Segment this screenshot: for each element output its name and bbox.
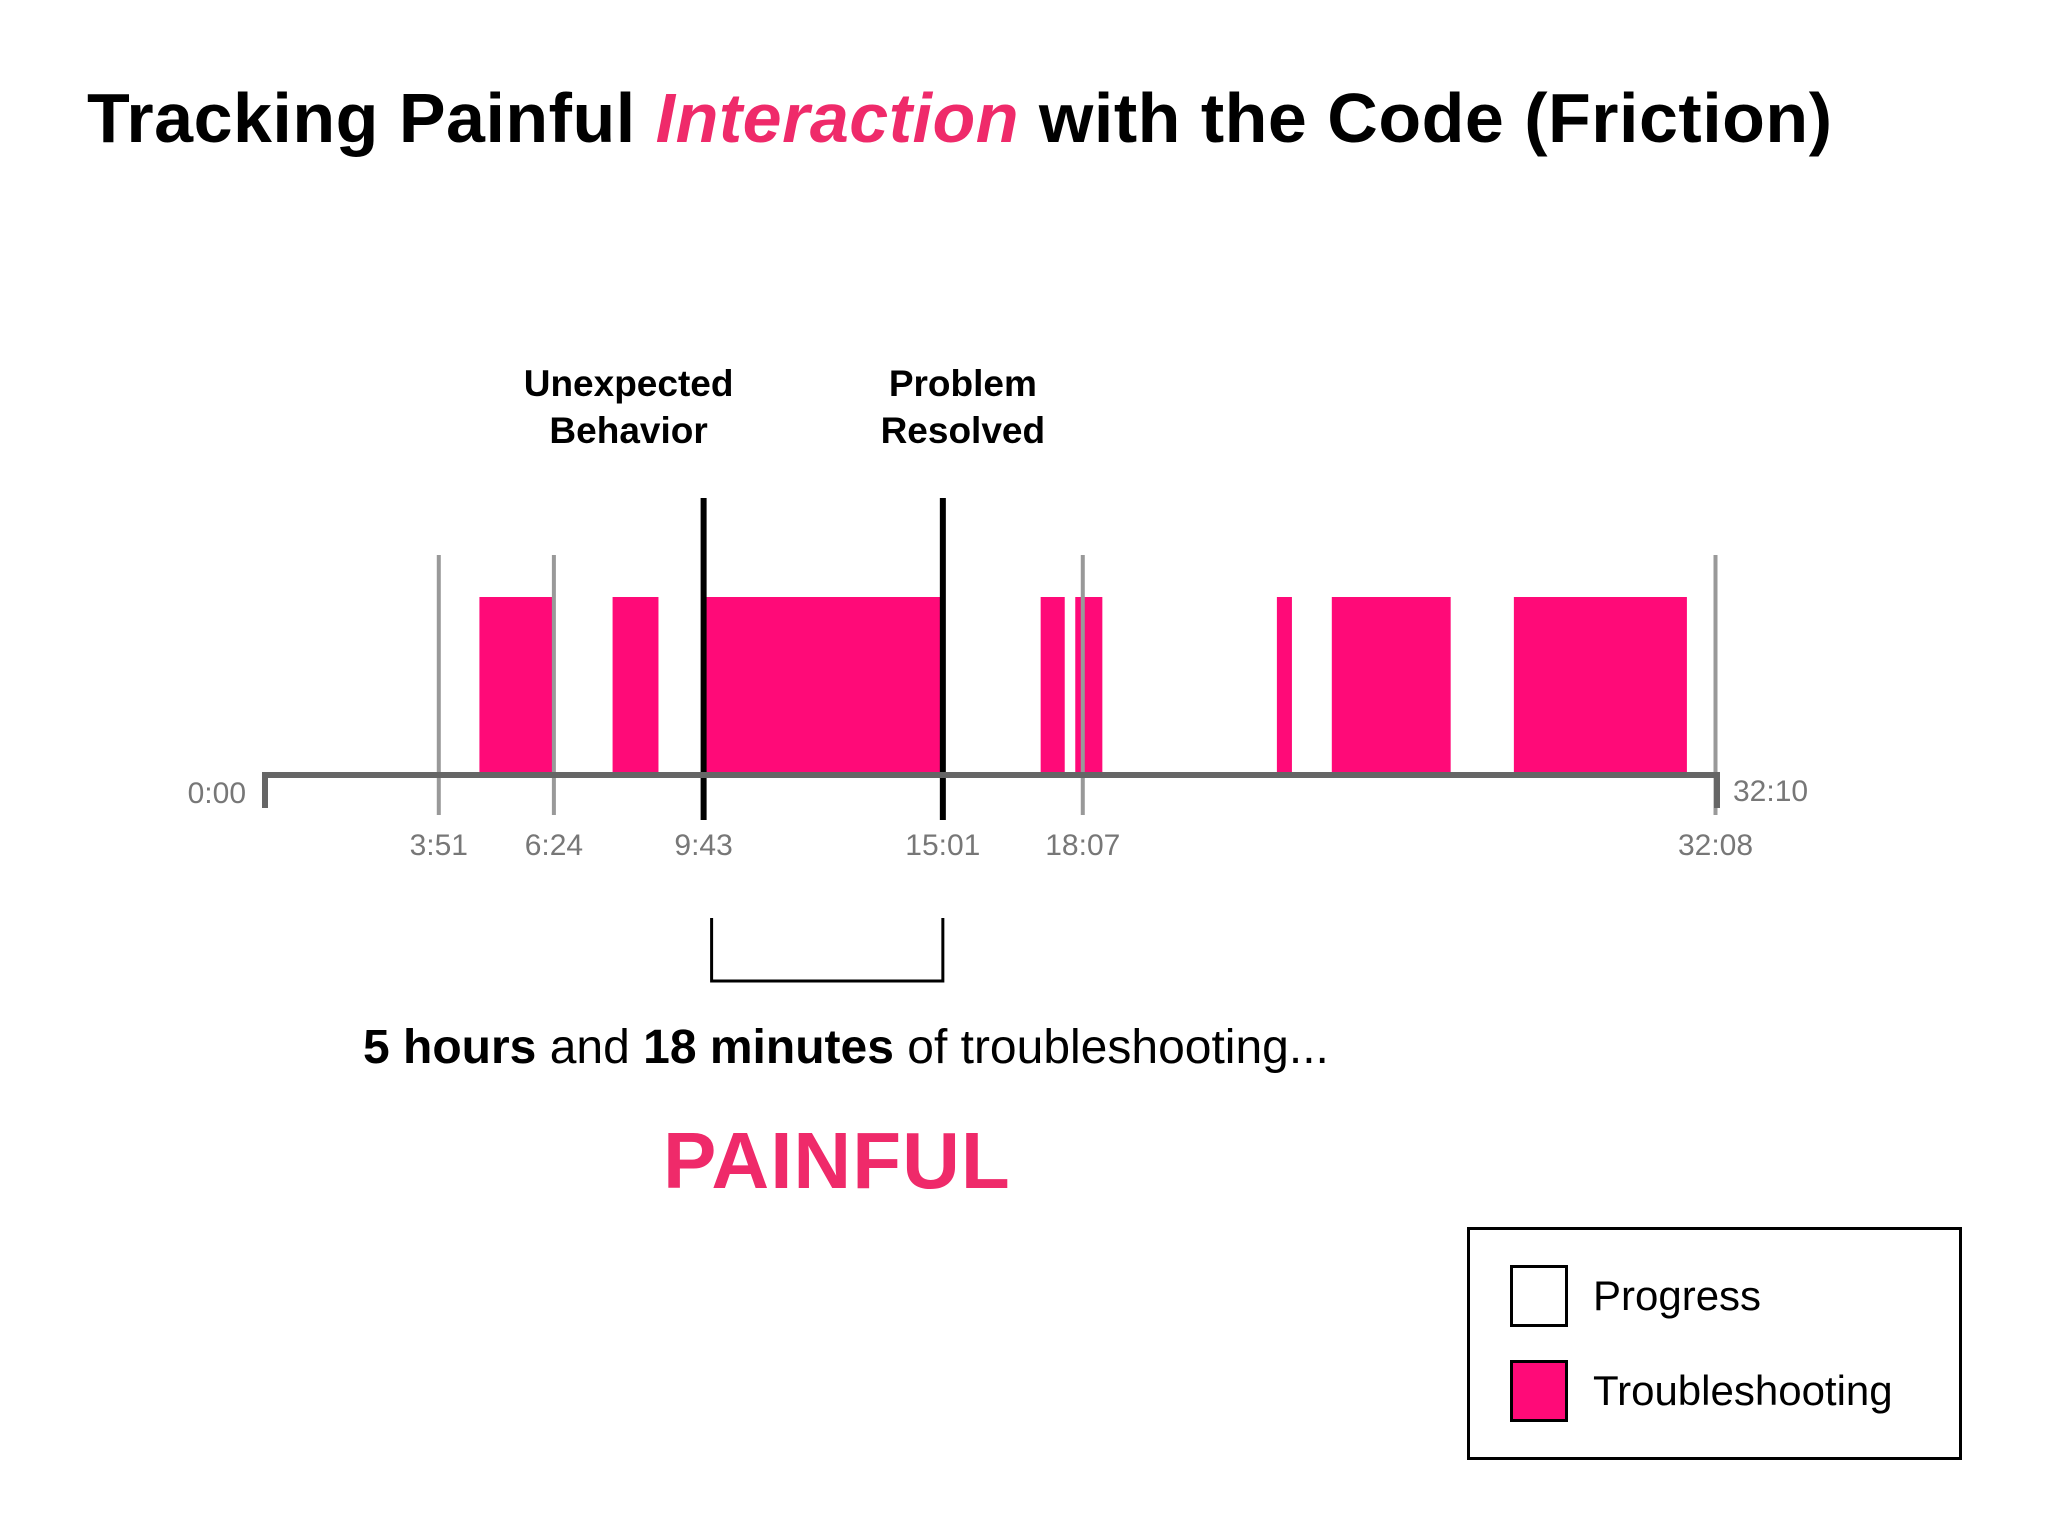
event-marker-label-line2: Behavior xyxy=(549,410,707,451)
tick-label: 6:24 xyxy=(525,829,583,862)
event-markers: Unexpected Behavior Problem Resolved xyxy=(524,363,1045,820)
legend-item-troubleshooting: Troubleshooting xyxy=(1510,1360,1893,1422)
tick-label: 9:43 xyxy=(674,829,732,862)
summary-minutes: 18 minutes xyxy=(643,1021,894,1074)
title-part1: Tracking Painful xyxy=(87,79,656,157)
tick-label: 32:08 xyxy=(1678,829,1753,862)
troubleshooting-summary: 5 hours and 18 minutes of troubleshootin… xyxy=(363,1020,1329,1075)
page-title: Tracking Painful Interaction with the Co… xyxy=(87,78,1833,158)
event-marker-label-line1: Unexpected xyxy=(524,363,734,404)
troubleshooting-bar xyxy=(1513,597,1687,775)
tick-lines xyxy=(436,555,1718,815)
title-accent: Interaction xyxy=(655,79,1019,157)
summary-rest: of troubleshooting... xyxy=(893,1021,1329,1074)
legend-item-progress: Progress xyxy=(1510,1265,1761,1327)
troubleshooting-bar xyxy=(612,597,659,775)
summary-hours: 5 hours xyxy=(363,1021,537,1074)
axis-end-label: 32:10 xyxy=(1733,775,1808,808)
tick-label: 3:51 xyxy=(410,829,468,862)
legend-label-troubleshooting: Troubleshooting xyxy=(1593,1367,1893,1414)
title-part2: with the Code (Friction) xyxy=(1018,79,1833,157)
tick-label: 18:07 xyxy=(1045,829,1120,862)
time-axis xyxy=(262,772,1720,808)
duration-bracket xyxy=(710,918,945,983)
troubleshooting-segments xyxy=(479,597,1687,775)
legend-swatch-progress xyxy=(1510,1265,1568,1327)
legend-label-progress: Progress xyxy=(1593,1272,1762,1319)
troubleshooting-bar xyxy=(1276,597,1292,775)
painful-verdict: PAINFUL xyxy=(663,1116,1011,1205)
troubleshooting-bar xyxy=(1075,597,1103,775)
axis-start-label: 0:00 xyxy=(188,777,246,810)
legend: Progress Troubleshooting xyxy=(1467,1227,1962,1460)
tick-label: 15:01 xyxy=(905,829,980,862)
event-marker-label-line2: Resolved xyxy=(881,410,1046,451)
summary-and: and xyxy=(536,1021,644,1074)
event-marker-label-line1: Problem xyxy=(889,363,1037,404)
tick-labels: 3:51 6:24 9:43 15:01 18:07 32:08 0:00 32:10 xyxy=(188,775,1808,862)
troubleshooting-bar xyxy=(703,597,943,775)
troubleshooting-bar xyxy=(1040,597,1065,775)
duration-bracket-path xyxy=(710,918,945,983)
legend-swatch-troubleshooting xyxy=(1510,1360,1568,1422)
troubleshooting-bar xyxy=(1331,597,1451,775)
timeline-chart: Unexpected Behavior Problem Resolved 3:51 6:… xyxy=(188,363,1808,983)
troubleshooting-bar xyxy=(479,597,554,775)
